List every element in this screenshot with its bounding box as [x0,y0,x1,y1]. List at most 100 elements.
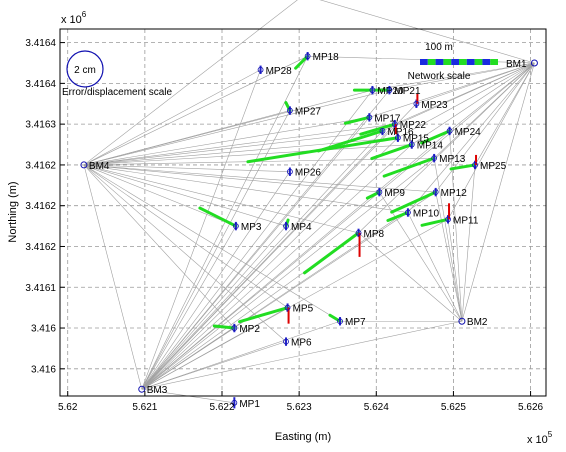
point-marker [405,209,411,216]
network-link [141,130,450,390]
network-link [141,157,435,390]
point-label: MP16 [387,127,414,138]
displacement-vector [303,231,361,275]
benchmark-marker [458,317,466,325]
y-axis-exponent: x 106 [61,10,87,26]
network-link [461,62,535,322]
x-tick-label: 5.621 [132,402,157,413]
network-link [379,191,463,322]
plot-area [60,29,546,396]
network-link [141,110,291,390]
point-marker [283,223,289,229]
point-marker [286,107,293,114]
network-link [83,164,236,227]
network-link [141,137,399,390]
x-tick-label: 5.62 [58,402,78,413]
point-marker [355,229,362,236]
displacement-vector [382,156,436,178]
network-link [83,164,341,322]
network-link [369,62,535,118]
survey-points: BM1 BM2 BM3 BM4 MP1 MP2 MP3 MP4 MP5 MP6 MP7 MP8 MP9 M… [80,0,538,410]
network-link [447,62,535,220]
y-tick-label: 3.4164 [25,38,56,49]
displacement-vector [316,129,384,153]
point-marker [408,141,415,148]
error-scale-caption: Error/displacement scale [62,87,172,98]
point-marker [446,128,453,134]
point-label: BM3 [147,385,168,396]
x-tick-label: 5.623 [287,402,312,413]
displacement-vector [343,115,371,125]
network-link [433,158,463,322]
point-marker [366,114,373,121]
displacement-vector [198,206,238,228]
point-label: MP5 [293,304,314,315]
y-tick-label: 3.4164 [25,79,56,90]
point-marker [413,100,420,107]
point-label: MP15 [403,134,430,145]
x-tick-label: 5.624 [364,402,389,413]
point-marker [376,189,383,196]
point-marker [445,216,451,223]
displacement-vector [328,313,342,323]
network-link [407,62,535,213]
network-link [83,123,395,166]
point-marker [232,223,239,229]
network-link [83,164,408,213]
x-exponent-power: 5 [548,430,553,439]
network-scale-segment [490,59,498,65]
displacement-vector [386,211,410,222]
y-axis-label: Northing (m) [7,181,19,242]
point-label: MP18 [313,52,340,63]
x-tick-label: 5.622 [209,402,234,413]
network-scale-segment [474,59,483,65]
network-link [449,62,535,132]
y-tick-label: 3.4162 [25,160,56,171]
point-marker [284,304,291,311]
point-label: MP27 [295,107,322,118]
network-link [435,192,463,322]
point-label: MP21 [394,86,421,97]
point-marker [431,155,438,162]
network-link [389,62,535,91]
grid-lines [60,29,546,396]
network-link [83,89,373,166]
network-scale-segment [459,59,467,65]
point-label: MP9 [384,188,405,199]
point-label: MP8 [364,229,385,240]
network-link [83,164,235,329]
x-axis-label: Easting (m) [275,431,331,443]
network-link [141,219,449,390]
point-label: MP12 [441,188,468,199]
network-link [407,212,463,322]
network-link [358,232,463,322]
network-link [141,225,287,390]
x-tick-label: 5.626 [518,402,543,413]
network-link [141,144,412,390]
displacement-vector [370,143,414,161]
point-label: MP7 [345,317,366,328]
network-link [141,69,261,390]
network-link [141,320,341,390]
y-exponent-power: 6 [82,10,87,19]
displacement-vector [420,129,452,145]
network-scale-text: 100 m [425,42,453,53]
network-link [141,171,291,390]
point-label: MP20 [377,86,404,97]
displacement-vector [420,217,450,227]
network-link [83,164,287,227]
network-links [83,0,535,404]
network-link [83,130,383,166]
point-label: MP10 [413,209,440,220]
network-link [83,69,261,166]
plot-frame [59,28,547,397]
point-label: MP11 [453,215,479,226]
network-link [358,62,535,234]
y-tick-label: 3.4163 [25,120,56,131]
network-link [141,225,237,390]
network-scale-segment [451,59,459,65]
point-marker [231,325,238,331]
point-label: MP13 [439,154,466,165]
network-link [83,164,143,390]
